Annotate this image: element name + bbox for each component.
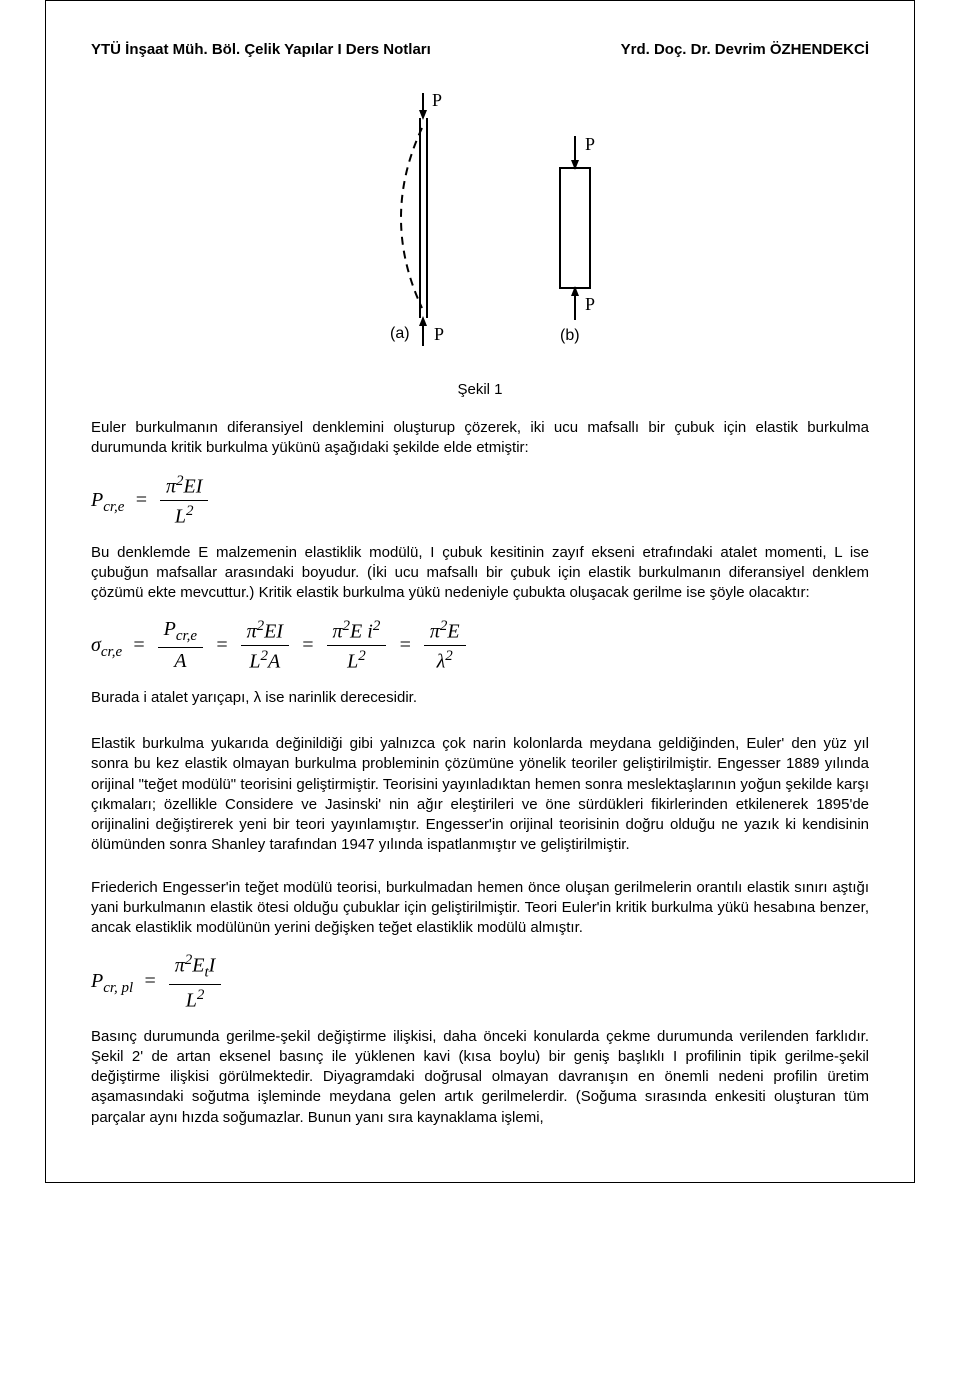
paragraph-4: Elastik burkulma yukarıda değinildiği gi… (91, 734, 869, 856)
figure-svg: P P (a) P P (b) (300, 88, 660, 368)
page-header: YTÜ İnşaat Müh. Böl. Çelik Yapılar I Der… (91, 41, 869, 58)
paragraph-5: Friederich Engesser'in teğet modülü teor… (91, 878, 869, 939)
fig-label-a: (a) (390, 325, 410, 342)
formula-3: Pcr, pl = π2EtI L2 (91, 952, 869, 1012)
paragraph-1: Euler burkulmanın diferansiyel denklemin… (91, 418, 869, 459)
figure-1: P P (a) P P (b) Şekil 1 (91, 88, 869, 398)
formula-1: Pcr,e = π2EI L2 (91, 473, 869, 529)
fig-p-bot-b: P (585, 294, 595, 314)
paragraph-2: Bu denklemde E malzemenin elastiklik mod… (91, 543, 869, 604)
fig-label-b: (b) (560, 327, 580, 344)
fig-p-bot-a: P (434, 324, 444, 344)
header-right: Yrd. Doç. Dr. Devrim ÖZHENDEKCİ (621, 41, 869, 58)
header-left: YTÜ İnşaat Müh. Böl. Çelik Yapılar I Der… (91, 41, 431, 58)
fig-p-top-a: P (432, 90, 442, 110)
fig-p-top-b: P (585, 134, 595, 154)
figure-caption: Şekil 1 (91, 381, 869, 398)
page: YTÜ İnşaat Müh. Böl. Çelik Yapılar I Der… (45, 0, 915, 1183)
paragraph-3: Burada i atalet yarıçapı, λ ise narinlik… (91, 688, 869, 708)
paragraph-6: Basınç durumunda gerilme-şekil değiştirm… (91, 1027, 869, 1128)
formula-2: σcr,e = Pcr,e A = π2EI L2A = π2E i2 L2 =… (91, 618, 869, 674)
